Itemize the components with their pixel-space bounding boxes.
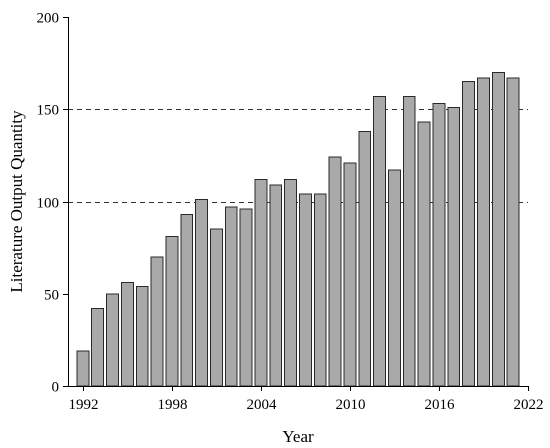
bar-2006 bbox=[284, 178, 298, 387]
bar-2008 bbox=[313, 193, 327, 387]
x-tick-label-1998: 1998 bbox=[158, 397, 188, 413]
bar-1995 bbox=[120, 282, 134, 387]
bar-2015 bbox=[417, 121, 431, 387]
bar-1992 bbox=[76, 350, 90, 387]
y-ticks: 0 50 100 150 200 bbox=[37, 11, 68, 396]
bar-2017 bbox=[447, 106, 461, 387]
bar-2002 bbox=[224, 206, 238, 387]
x-tick-label-2022: 2022 bbox=[514, 397, 544, 413]
bar-1994 bbox=[106, 293, 119, 387]
x-axis-title: Year bbox=[282, 427, 314, 446]
axes bbox=[68, 17, 528, 387]
bar-2019 bbox=[477, 77, 490, 387]
bar-2007 bbox=[298, 193, 312, 387]
x-tick-label-2016: 2016 bbox=[425, 397, 456, 413]
x-tick-label-2004: 2004 bbox=[247, 397, 278, 413]
y-tick-label-50: 50 bbox=[44, 288, 59, 304]
bar-1998 bbox=[165, 236, 179, 387]
bar-1997 bbox=[150, 256, 164, 387]
reference-lines bbox=[68, 109, 528, 203]
bar-2020 bbox=[491, 71, 505, 387]
bar-2009 bbox=[328, 156, 342, 387]
bar-1996 bbox=[135, 285, 149, 387]
bar-2000 bbox=[195, 199, 208, 387]
bar-2005 bbox=[269, 184, 283, 387]
y-axis-title: Literature Output Quantity bbox=[7, 110, 26, 293]
y-tick-label-150: 150 bbox=[37, 103, 60, 119]
bar-2003 bbox=[239, 208, 253, 387]
bar-2001 bbox=[209, 228, 223, 387]
x-tick-label-1992: 1992 bbox=[69, 397, 99, 413]
bar-2010 bbox=[343, 162, 357, 387]
bar-2014 bbox=[402, 95, 416, 387]
bar-1993 bbox=[91, 308, 105, 387]
bar-2021 bbox=[506, 77, 520, 387]
y-tick-label-0: 0 bbox=[52, 380, 60, 396]
bars bbox=[76, 71, 520, 387]
bar-1999 bbox=[180, 213, 194, 387]
bar-2016 bbox=[432, 103, 446, 387]
bar-2004 bbox=[254, 178, 268, 387]
bar-2018 bbox=[462, 81, 476, 387]
bar-2012 bbox=[373, 95, 387, 387]
x-tick-label-2010: 2010 bbox=[336, 397, 366, 413]
y-tick-label-200: 200 bbox=[37, 11, 60, 27]
y-tick-label-100: 100 bbox=[37, 196, 60, 212]
bar-2011 bbox=[358, 130, 372, 387]
bar-2013 bbox=[388, 169, 401, 387]
x-ticks: 1992 1998 2004 2010 2016 2022 bbox=[69, 386, 544, 413]
